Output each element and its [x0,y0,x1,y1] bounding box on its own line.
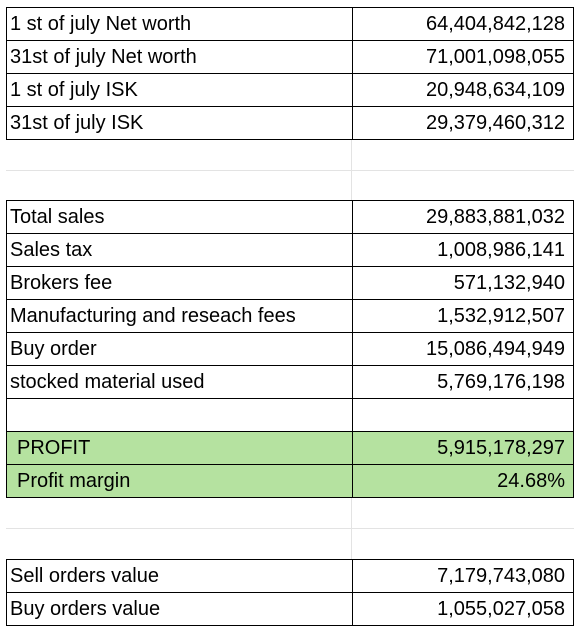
empty-cell [6,398,353,432]
gridline [6,170,574,171]
row-label: Sell orders value [6,559,353,593]
row-label: Total sales [6,200,353,234]
row-label: Manufacturing and reseach fees [6,299,353,333]
row-value: 64,404,842,128 [352,7,574,41]
row-value: 5,769,176,198 [352,365,574,399]
row-value: 71,001,098,055 [352,40,574,74]
row-label: 1 st of july ISK [6,73,353,107]
row-value: 29,883,881,032 [352,200,574,234]
row-value: 7,179,743,080 [352,559,574,593]
row-value: 1,008,986,141 [352,233,574,267]
row-value: 5,915,178,297 [352,431,574,465]
row-value: 20,948,634,109 [352,73,574,107]
row-label: Sales tax [6,233,353,267]
row-label: 31st of july Net worth [6,40,353,74]
empty-cell [352,398,574,432]
row-label: PROFIT [6,431,353,465]
row-label: 1 st of july Net worth [6,7,353,41]
row-label: stocked material used [6,365,353,399]
row-label: Buy order [6,332,353,366]
row-value: 1,532,912,507 [352,299,574,333]
gridline [351,139,352,200]
row-label: 31st of july ISK [6,106,353,140]
gridline [6,528,574,529]
row-label: Buy orders value [6,592,353,626]
row-value: 29,379,460,312 [352,106,574,140]
row-value: 1,055,027,058 [352,592,574,626]
row-value: 15,086,494,949 [352,332,574,366]
row-value: 24.68% [352,464,574,498]
row-label: Profit margin [6,464,353,498]
row-label: Brokers fee [6,266,353,300]
row-value: 571,132,940 [352,266,574,300]
